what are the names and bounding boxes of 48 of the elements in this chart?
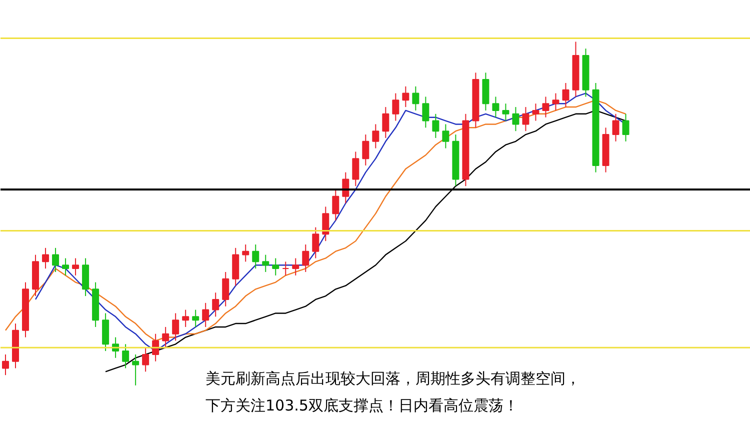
candlestick [372, 124, 380, 149]
candlestick [552, 92, 560, 111]
candlestick [192, 309, 200, 328]
candlestick [442, 124, 450, 149]
candlestick [122, 344, 130, 369]
candlestick [62, 258, 70, 276]
candlestick [402, 86, 410, 108]
candlestick [512, 106, 520, 132]
candlestick [352, 151, 360, 187]
candlestick [342, 172, 350, 204]
candlestick [202, 302, 210, 328]
candlestick [132, 354, 140, 386]
candlestick [42, 247, 50, 270]
candlestick [532, 103, 540, 122]
candlestick [492, 96, 500, 118]
candlestick [242, 244, 250, 262]
candlestick [322, 206, 330, 242]
candlestick [72, 258, 80, 276]
candlestick [152, 333, 160, 362]
candlestick [222, 271, 230, 307]
candlestick [502, 103, 510, 122]
candlestick [382, 106, 390, 138]
candlestick [292, 258, 300, 276]
candlestick [262, 254, 270, 272]
candlestick [332, 189, 340, 221]
candlestick [622, 113, 630, 142]
candlestick [172, 312, 180, 342]
candlestick [2, 354, 10, 376]
candlestick [312, 226, 320, 259]
candlestick [142, 347, 150, 372]
candlestick [282, 261, 290, 276]
candlestick [522, 106, 530, 132]
candlestick [302, 244, 310, 272]
candlestick [162, 326, 170, 348]
candlestick [412, 86, 420, 111]
candlestick [542, 96, 550, 118]
candlestick [362, 134, 370, 166]
candlestick [392, 92, 400, 122]
candlestick [612, 113, 620, 142]
annotation: 美元刷新高点后出现较大回落，周期性多头有调整空间，下方关注103.5双底支撑点！日内看高位震荡！ [206, 370, 580, 414]
candlestick [52, 247, 60, 272]
candlestick [182, 309, 190, 328]
candlestick [272, 258, 280, 276]
candlestick [562, 82, 570, 108]
candlestick [432, 113, 440, 138]
candlestick [252, 244, 260, 270]
candlestick [422, 96, 430, 128]
candlestick [212, 292, 220, 318]
